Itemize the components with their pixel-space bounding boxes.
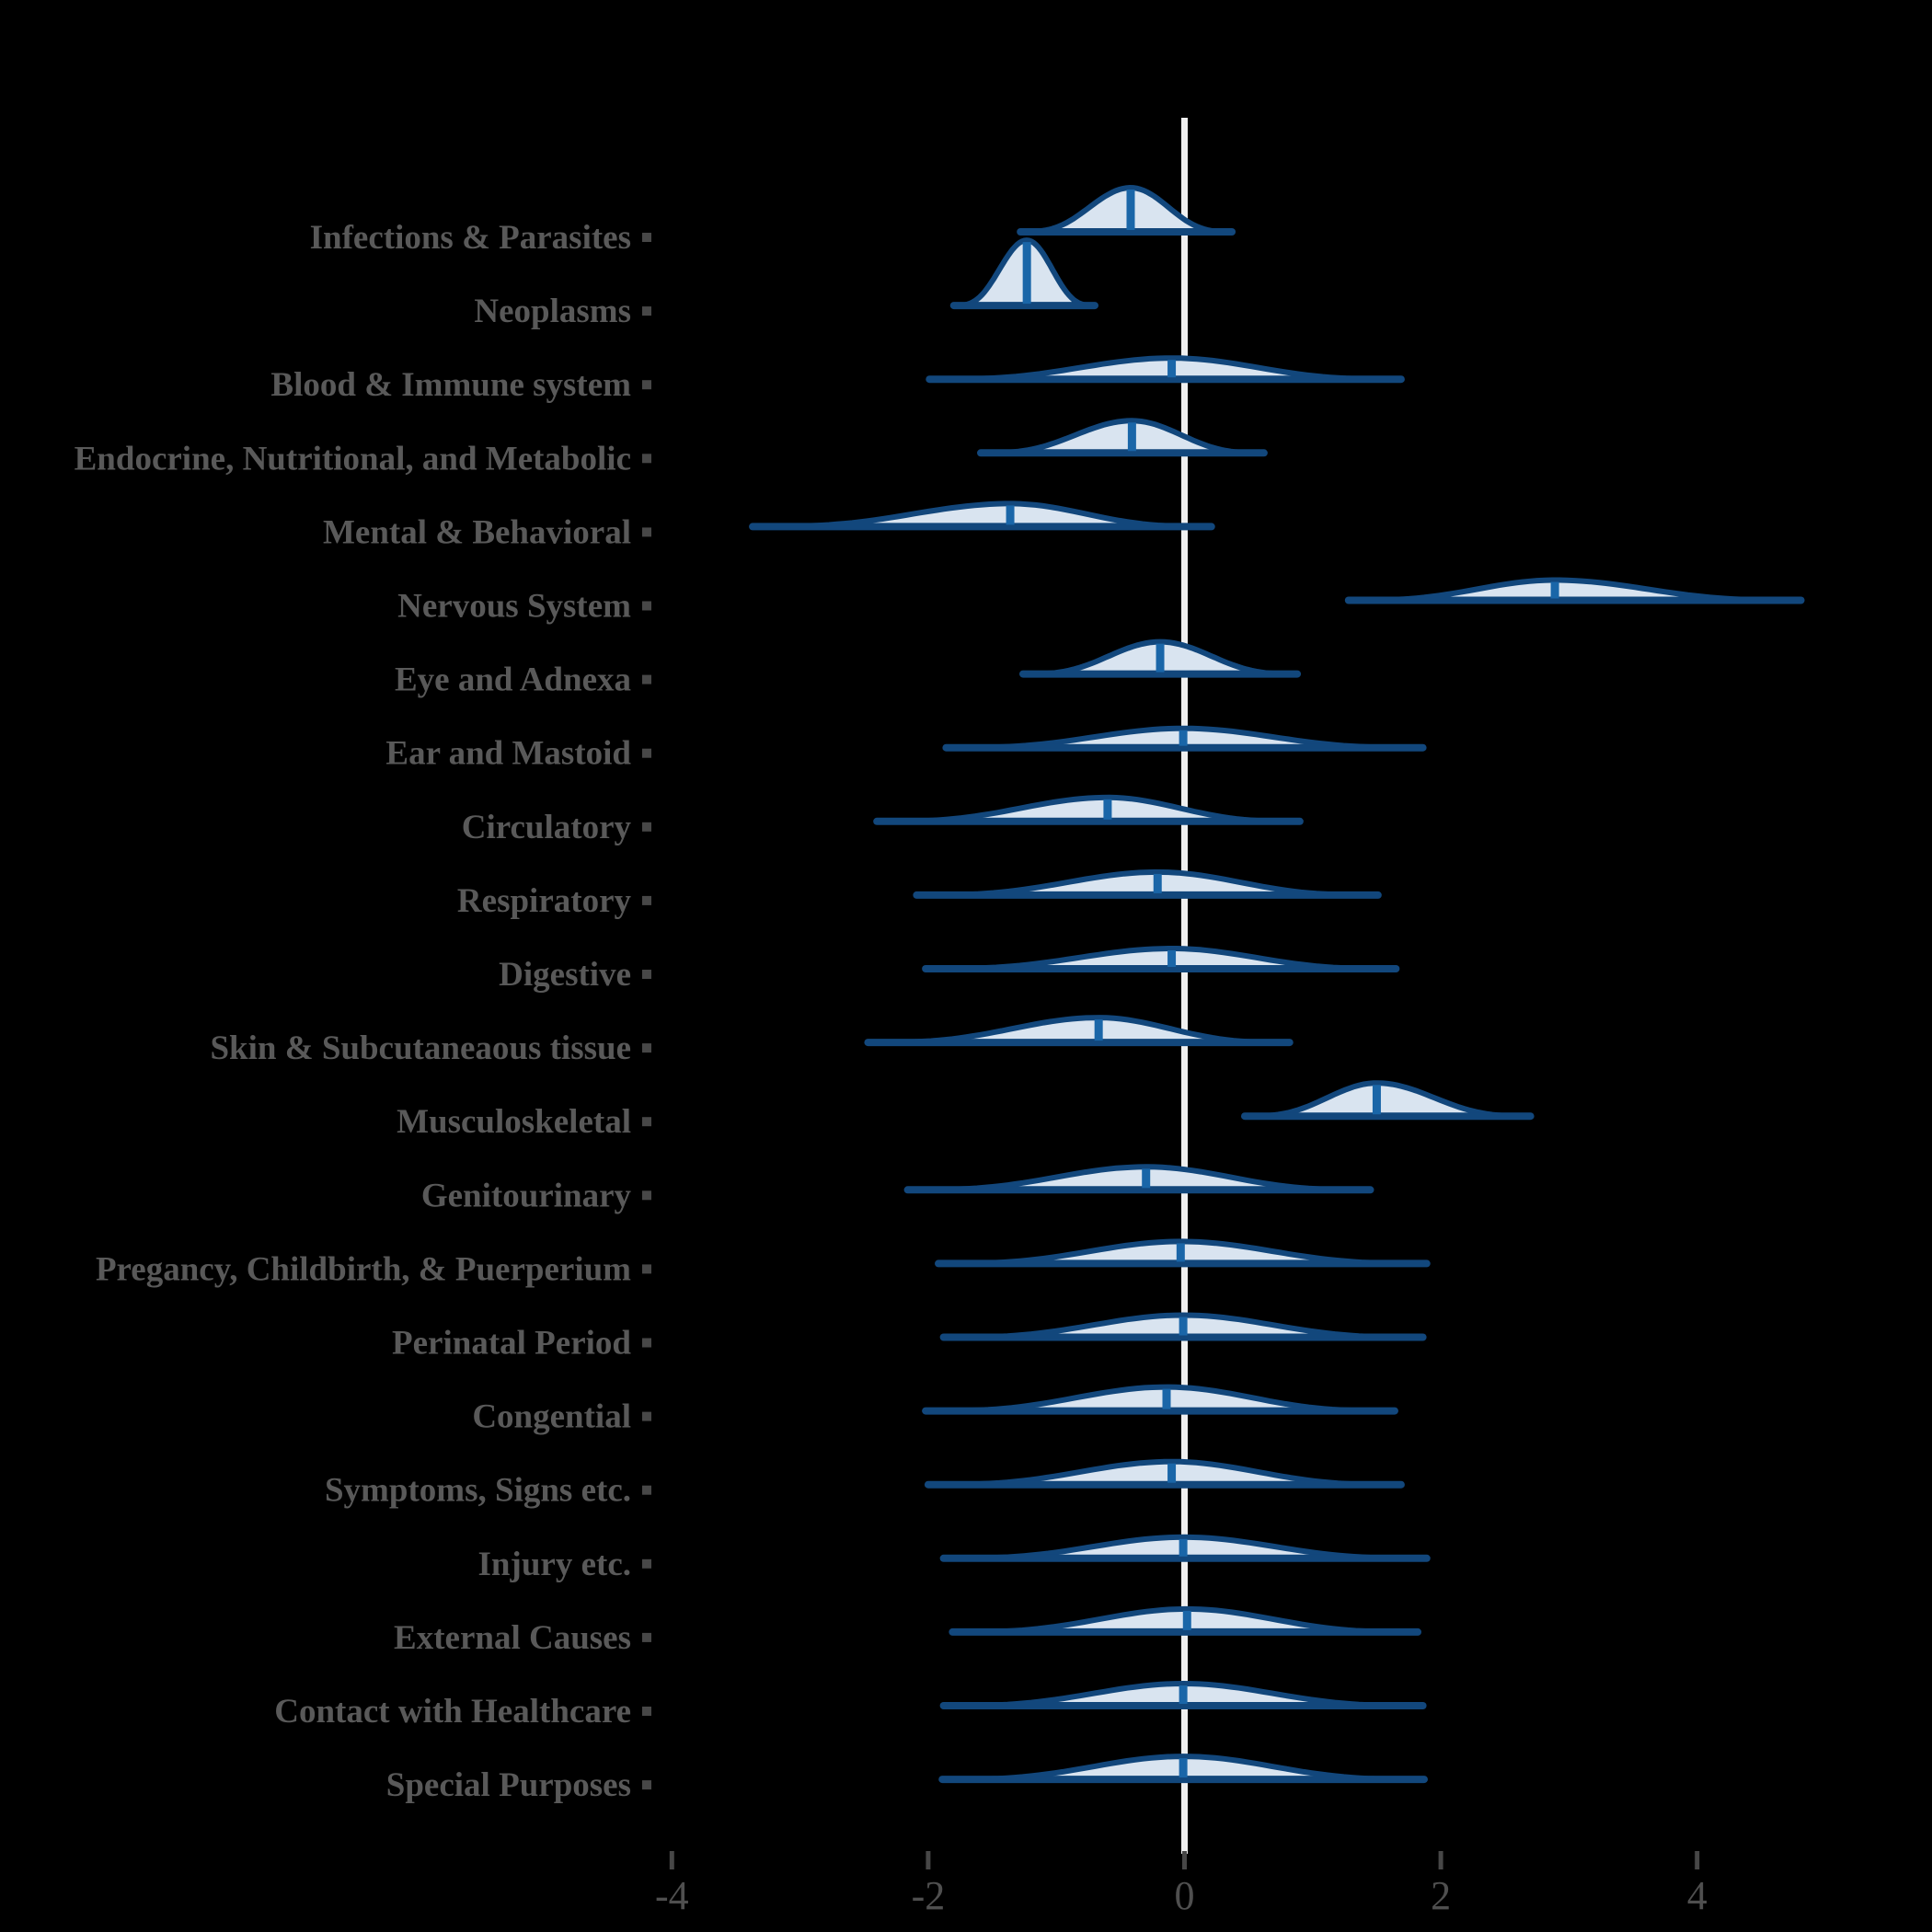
x-axis-tick-label: -4 [655,1873,689,1918]
violin-row-19 [939,1534,1431,1562]
category-tick-mark [642,1780,651,1790]
category-label-2: Neoplasms [474,293,631,330]
category-label-4: Endocrine, Nutritional, and Metabolic [75,440,631,477]
violin-row-11 [922,946,1400,972]
category-label-13: Musculoskeletal [397,1103,631,1141]
violin-row-16 [939,1312,1427,1341]
category-label-10: Respiratory [457,882,632,920]
category-label-11: Digestive [499,956,631,994]
category-tick-mark [642,454,651,464]
category-tick-mark [642,1338,651,1348]
category-tick-mark [642,822,651,832]
density-fill [1033,420,1221,454]
category-label-12: Skin & Subcutaneaous tissue [210,1029,631,1067]
category-label-19: Injury etc. [478,1546,631,1583]
category-tick-mark [642,233,651,242]
category-tick-mark [642,1411,651,1421]
violin-row-15 [935,1238,1431,1268]
violin-row-13 [1240,1080,1535,1121]
category-tick-mark [642,895,651,905]
violin-row-10 [913,868,1382,899]
category-tick-mark [642,1485,651,1495]
category-tick-mark [642,748,651,758]
category-tick-mark [642,1558,651,1569]
violin-row-22 [938,1754,1428,1784]
violin-row-1 [1017,184,1236,236]
category-tick-mark [642,1117,651,1127]
density-fill [855,503,1144,527]
violin-row-8 [942,725,1427,752]
violin-row-6 [1344,577,1805,604]
category-label-9: Circulatory [462,809,632,846]
category-tick-mark [642,380,651,390]
category-label-18: Symptoms, Signs etc. [325,1472,631,1510]
violin-row-12 [864,1015,1294,1047]
category-label-7: Eye and Adnexa [395,661,631,699]
category-tick-mark [642,1043,651,1053]
x-axis-tick-label: -2 [912,1873,946,1918]
violin-row-18 [924,1458,1405,1489]
category-tick-mark [642,1190,651,1201]
category-tick-mark [642,601,651,611]
violin-row-2 [949,237,1098,310]
category-tick-mark [642,1707,651,1716]
violin-row-4 [977,418,1268,457]
category-label-22: Special Purposes [386,1766,631,1804]
density-fill [1289,1083,1475,1117]
violin-row-20 [949,1605,1422,1636]
density-fill [1040,1608,1322,1632]
category-label-17: Congential [472,1398,631,1436]
category-label-20: External Causes [394,1619,631,1657]
category-label-21: Contact with Healthcare [274,1693,631,1731]
x-axis-tick-label: 4 [1687,1873,1708,1918]
category-tick-mark [642,527,651,537]
violin-row-7 [1018,638,1302,678]
category-tick-mark [642,1632,651,1642]
density-outline [1018,184,1235,235]
category-label-6: Nervous System [397,588,631,626]
violin-row-3 [926,355,1405,384]
density-fill [963,797,1234,822]
density-fill [1014,949,1317,969]
category-label-15: Pregancy, Childbirth, & Puerperium [96,1250,631,1288]
category-label-3: Blood & Immune system [270,366,631,404]
density-fill [1018,358,1317,380]
category-tick-mark [642,674,651,684]
category-label-16: Perinatal Period [392,1325,631,1363]
density-fill [1418,580,1710,601]
violin-row-5 [749,500,1215,531]
density-fill [961,1018,1226,1043]
category-tick-mark [642,1264,651,1274]
x-axis-tick-label: 2 [1431,1873,1451,1918]
x-axis-tick-label: 0 [1175,1873,1195,1918]
category-label-1: Infections & Parasites [310,219,631,257]
violin-row-9 [873,794,1304,825]
category-tick-mark [642,306,651,316]
category-label-5: Mental & Behavioral [323,513,631,551]
violin-row-21 [939,1680,1427,1709]
density-outline [950,237,1098,309]
category-label-14: Genitourinary [421,1177,632,1214]
violin-row-17 [922,1384,1398,1415]
category-tick-mark [642,970,651,979]
category-label-8: Ear and Mastoid [385,735,631,773]
violin-row-14 [903,1164,1374,1194]
